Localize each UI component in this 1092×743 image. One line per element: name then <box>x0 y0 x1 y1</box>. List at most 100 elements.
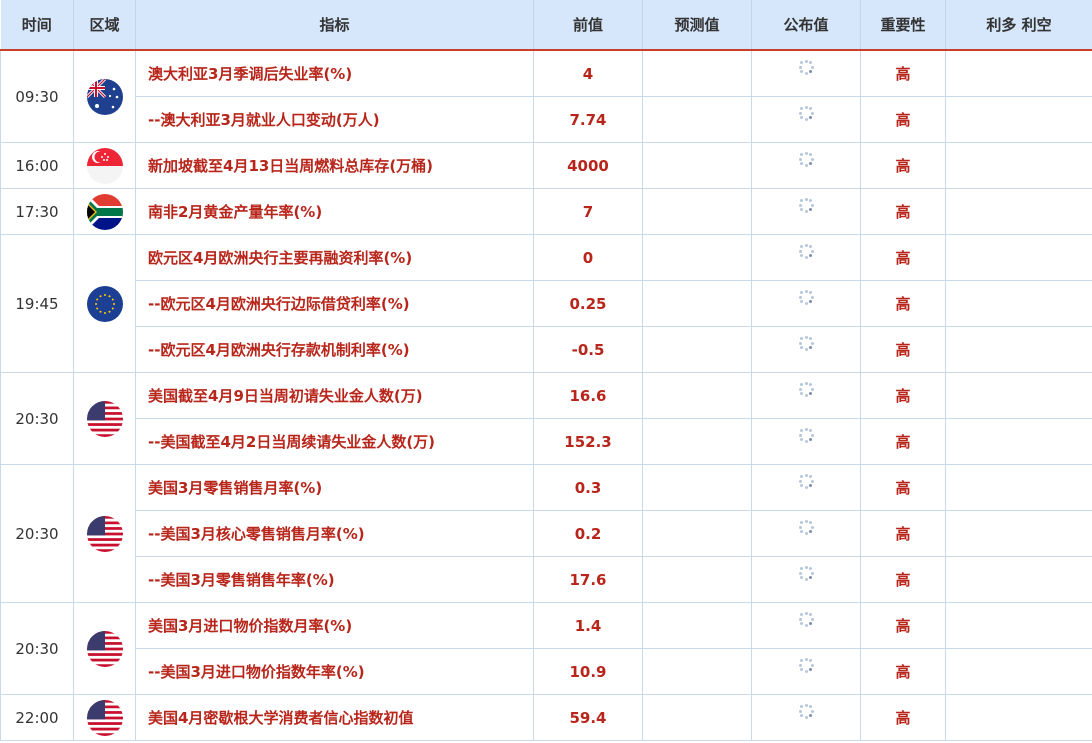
impact-value <box>945 418 1092 465</box>
impact-value <box>945 326 1092 373</box>
indicator-name[interactable]: --美国截至4月2日当周续请失业金人数(万) <box>135 418 534 465</box>
actual-value <box>751 49 861 97</box>
indicator-name[interactable]: 南非2月黄金产量年率(%) <box>135 188 534 235</box>
us-flag-icon <box>86 515 123 552</box>
event-time: 22:00 <box>0 694 74 741</box>
table-row: 17:30 南非2月黄金产量年率(%) 7 高 <box>0 188 1092 235</box>
importance-value: 高 <box>860 372 946 419</box>
previous-value: 152.3 <box>533 418 643 465</box>
indicator-name[interactable]: 欧元区4月欧洲央行主要再融资利率(%) <box>135 234 534 281</box>
indicator-name[interactable]: 新加坡截至4月13日当周燃料总库存(万桶) <box>135 142 534 189</box>
table-header: 时间 区域 指标 前值 预测值 公布值 重要性 利多 利空 <box>0 0 1092 51</box>
importance-value: 高 <box>860 602 946 649</box>
importance-value: 高 <box>860 556 946 603</box>
forecast-value <box>642 188 752 235</box>
loading-icon <box>797 702 815 720</box>
forecast-value <box>642 96 752 143</box>
previous-value: 16.6 <box>533 372 643 419</box>
previous-value: 0.25 <box>533 280 643 327</box>
forecast-value <box>642 372 752 419</box>
us-flag-icon <box>86 630 123 667</box>
header-impact: 利多 利空 <box>945 0 1092 51</box>
impact-value <box>945 602 1092 649</box>
table-row: --澳大利亚3月就业人口变动(万人) 7.74 高 <box>1 96 1092 143</box>
impact-value <box>945 234 1092 281</box>
table-row: 22:00 美国4月密歇根大学消费者信心指数初值 59.4 高 <box>0 694 1092 741</box>
indicator-name[interactable]: --澳大利亚3月就业人口变动(万人) <box>135 96 534 143</box>
actual-value <box>751 602 861 649</box>
header-indicator: 指标 <box>135 0 534 51</box>
previous-value: 17.6 <box>533 556 643 603</box>
singapore-flag-icon <box>86 147 123 184</box>
indicator-name[interactable]: --美国3月进口物价指数年率(%) <box>135 648 534 695</box>
indicator-name[interactable]: 美国3月进口物价指数月率(%) <box>135 602 534 649</box>
importance-value: 高 <box>860 648 946 695</box>
indicator-name[interactable]: --欧元区4月欧洲央行存款机制利率(%) <box>135 326 534 373</box>
indicator-name[interactable]: 澳大利亚3月季调后失业率(%) <box>135 49 534 97</box>
impact-value <box>945 556 1092 603</box>
actual-value <box>751 188 861 235</box>
impact-value <box>945 510 1092 557</box>
event-time: 20:30 <box>0 464 74 603</box>
loading-icon <box>797 150 815 168</box>
header-region: 区域 <box>73 0 136 51</box>
loading-icon <box>797 380 815 398</box>
event-time: 17:30 <box>0 188 74 235</box>
impact-value <box>945 188 1092 235</box>
actual-value <box>751 280 861 327</box>
impact-value <box>945 96 1092 143</box>
table-row: 20:30 美国3月零售销售月率(%) 0.3 高 <box>0 464 1092 603</box>
actual-value <box>751 96 861 143</box>
impact-value <box>945 464 1092 511</box>
importance-value: 高 <box>860 188 946 235</box>
region-cell <box>73 602 136 695</box>
importance-value: 高 <box>860 418 946 465</box>
indicator-name[interactable]: --美国3月零售销售年率(%) <box>135 556 534 603</box>
header-importance: 重要性 <box>860 0 946 51</box>
forecast-value <box>642 234 752 281</box>
forecast-value <box>642 602 752 649</box>
table-row: 20:30 美国截至4月9日当周初请失业金人数(万) 16.6 高 <box>0 372 1092 465</box>
forecast-value <box>642 418 752 465</box>
header-time: 时间 <box>0 0 74 51</box>
table-row: --美国3月零售销售年率(%) 17.6 高 <box>1 556 1092 603</box>
forecast-value <box>642 326 752 373</box>
loading-icon <box>797 610 815 628</box>
forecast-value <box>642 556 752 603</box>
indicator-name[interactable]: --美国3月核心零售销售月率(%) <box>135 510 534 557</box>
table-row: 20:30 美国3月进口物价指数月率(%) 1.4 高 <box>0 602 1092 695</box>
impact-value <box>945 280 1092 327</box>
table-row: 19:45 欧元区4月欧洲央行主要再融资利率(%) 0 高 <box>0 234 1092 373</box>
actual-value <box>751 234 861 281</box>
table-row: --欧元区4月欧洲央行边际借贷利率(%) 0.25 高 <box>1 280 1092 327</box>
australia-flag-icon <box>86 78 123 115</box>
loading-icon <box>797 518 815 536</box>
loading-icon <box>797 656 815 674</box>
importance-value: 高 <box>860 280 946 327</box>
impact-value <box>945 694 1092 741</box>
actual-value <box>751 556 861 603</box>
table-row: --欧元区4月欧洲央行存款机制利率(%) -0.5 高 <box>1 326 1092 373</box>
actual-value <box>751 418 861 465</box>
indicator-name[interactable]: 美国3月零售销售月率(%) <box>135 464 534 511</box>
event-time: 16:00 <box>0 142 74 189</box>
forecast-value <box>642 510 752 557</box>
impact-value <box>945 49 1092 97</box>
indicator-name[interactable]: --欧元区4月欧洲央行边际借贷利率(%) <box>135 280 534 327</box>
importance-value: 高 <box>860 96 946 143</box>
event-time: 09:30 <box>0 49 74 143</box>
previous-value: 0 <box>533 234 643 281</box>
loading-icon <box>797 58 815 76</box>
actual-value <box>751 694 861 741</box>
previous-value: 1.4 <box>533 602 643 649</box>
indicator-name[interactable]: 美国4月密歇根大学消费者信心指数初值 <box>135 694 534 741</box>
previous-value: 0.3 <box>533 464 643 511</box>
forecast-value <box>642 464 752 511</box>
eu-flag-icon <box>86 285 123 322</box>
header-previous: 前值 <box>533 0 643 51</box>
previous-value: 4 <box>533 49 643 97</box>
indicator-name[interactable]: 美国截至4月9日当周初请失业金人数(万) <box>135 372 534 419</box>
loading-icon <box>797 472 815 490</box>
table-row: --美国截至4月2日当周续请失业金人数(万) 152.3 高 <box>1 418 1092 465</box>
importance-value: 高 <box>860 464 946 511</box>
